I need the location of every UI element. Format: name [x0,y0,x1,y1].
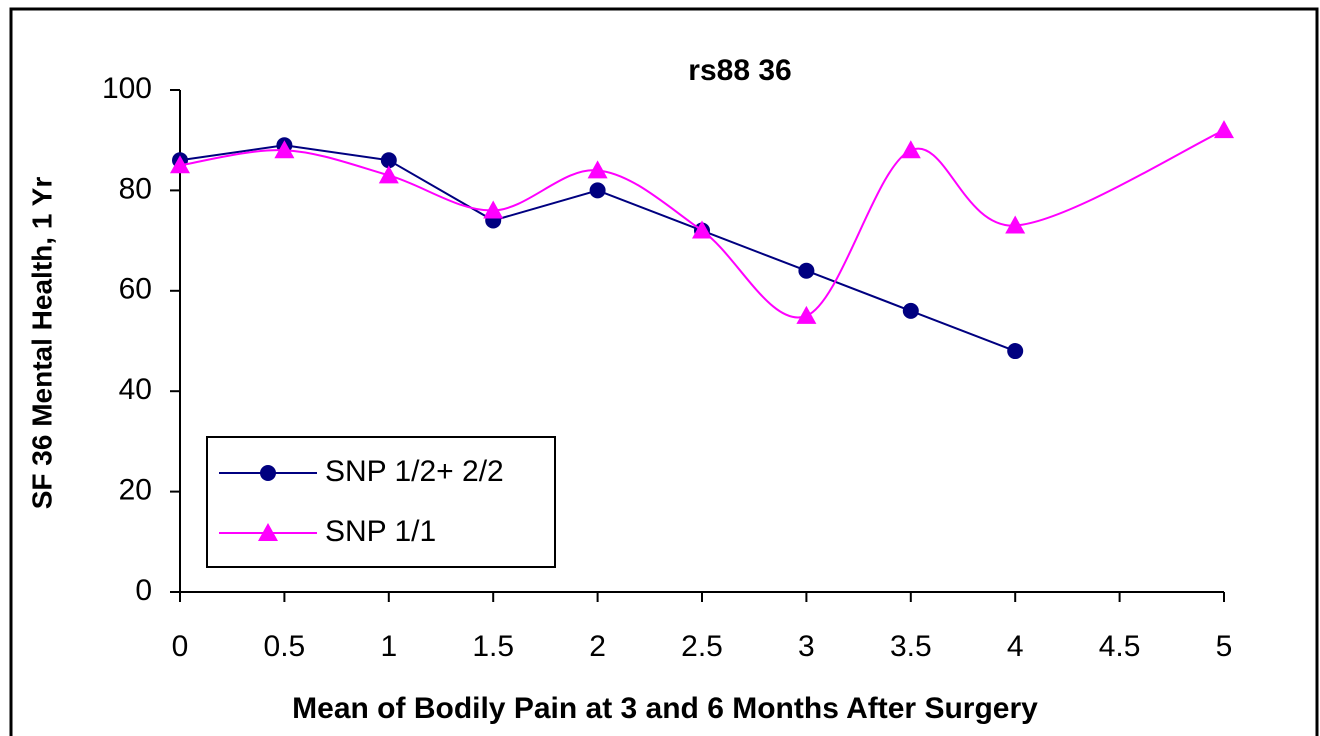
data-point [1007,343,1024,360]
data-point [483,200,504,219]
x-tick-label: 4 [1007,630,1024,663]
legend-box [206,436,556,568]
data-point [900,140,921,159]
x-tick-label: 0.5 [264,630,306,663]
y-tick-label: 60 [119,273,152,306]
x-tick-label: 0 [172,630,189,663]
data-point [692,220,712,239]
data-point [589,182,606,199]
y-axis-label: SF 36 Mental Health, 1 Yr [26,177,57,510]
data-point [378,165,399,184]
x-tick-label: 2 [589,630,606,663]
data-point [274,140,295,159]
x-tick-label: 2.5 [681,630,723,663]
legend-marker [260,465,276,481]
data-point [798,262,815,279]
chart-title: rs88 36 [688,54,791,87]
data-point [170,155,190,174]
data-point [587,160,608,179]
y-tick-label: 100 [102,72,152,105]
y-tick-label: 20 [119,474,152,507]
y-tick-label: 40 [119,373,152,406]
x-axis-label: Mean of Bodily Pain at 3 and 6 Months Af… [292,692,1038,725]
x-tick-label: 4.5 [1099,630,1141,663]
legend-marker [258,523,278,541]
data-point [380,152,397,169]
y-tick-label: 80 [119,172,152,205]
y-tick-label: 0 [135,574,152,607]
x-tick-label: 1 [380,630,397,663]
data-point [902,302,919,319]
x-tick-label: 1.5 [472,630,514,663]
data-point [1214,120,1234,139]
data-point [1005,215,1026,234]
data-point [796,305,817,324]
x-tick-label: 3.5 [890,630,932,663]
legend-label: SNP 1/1 [325,515,436,548]
chart-frame [9,7,1319,736]
x-tick-label: 3 [798,630,815,663]
legend-label: SNP 1/2+ 2/2 [325,455,504,488]
x-tick-label: 5 [1216,630,1233,663]
